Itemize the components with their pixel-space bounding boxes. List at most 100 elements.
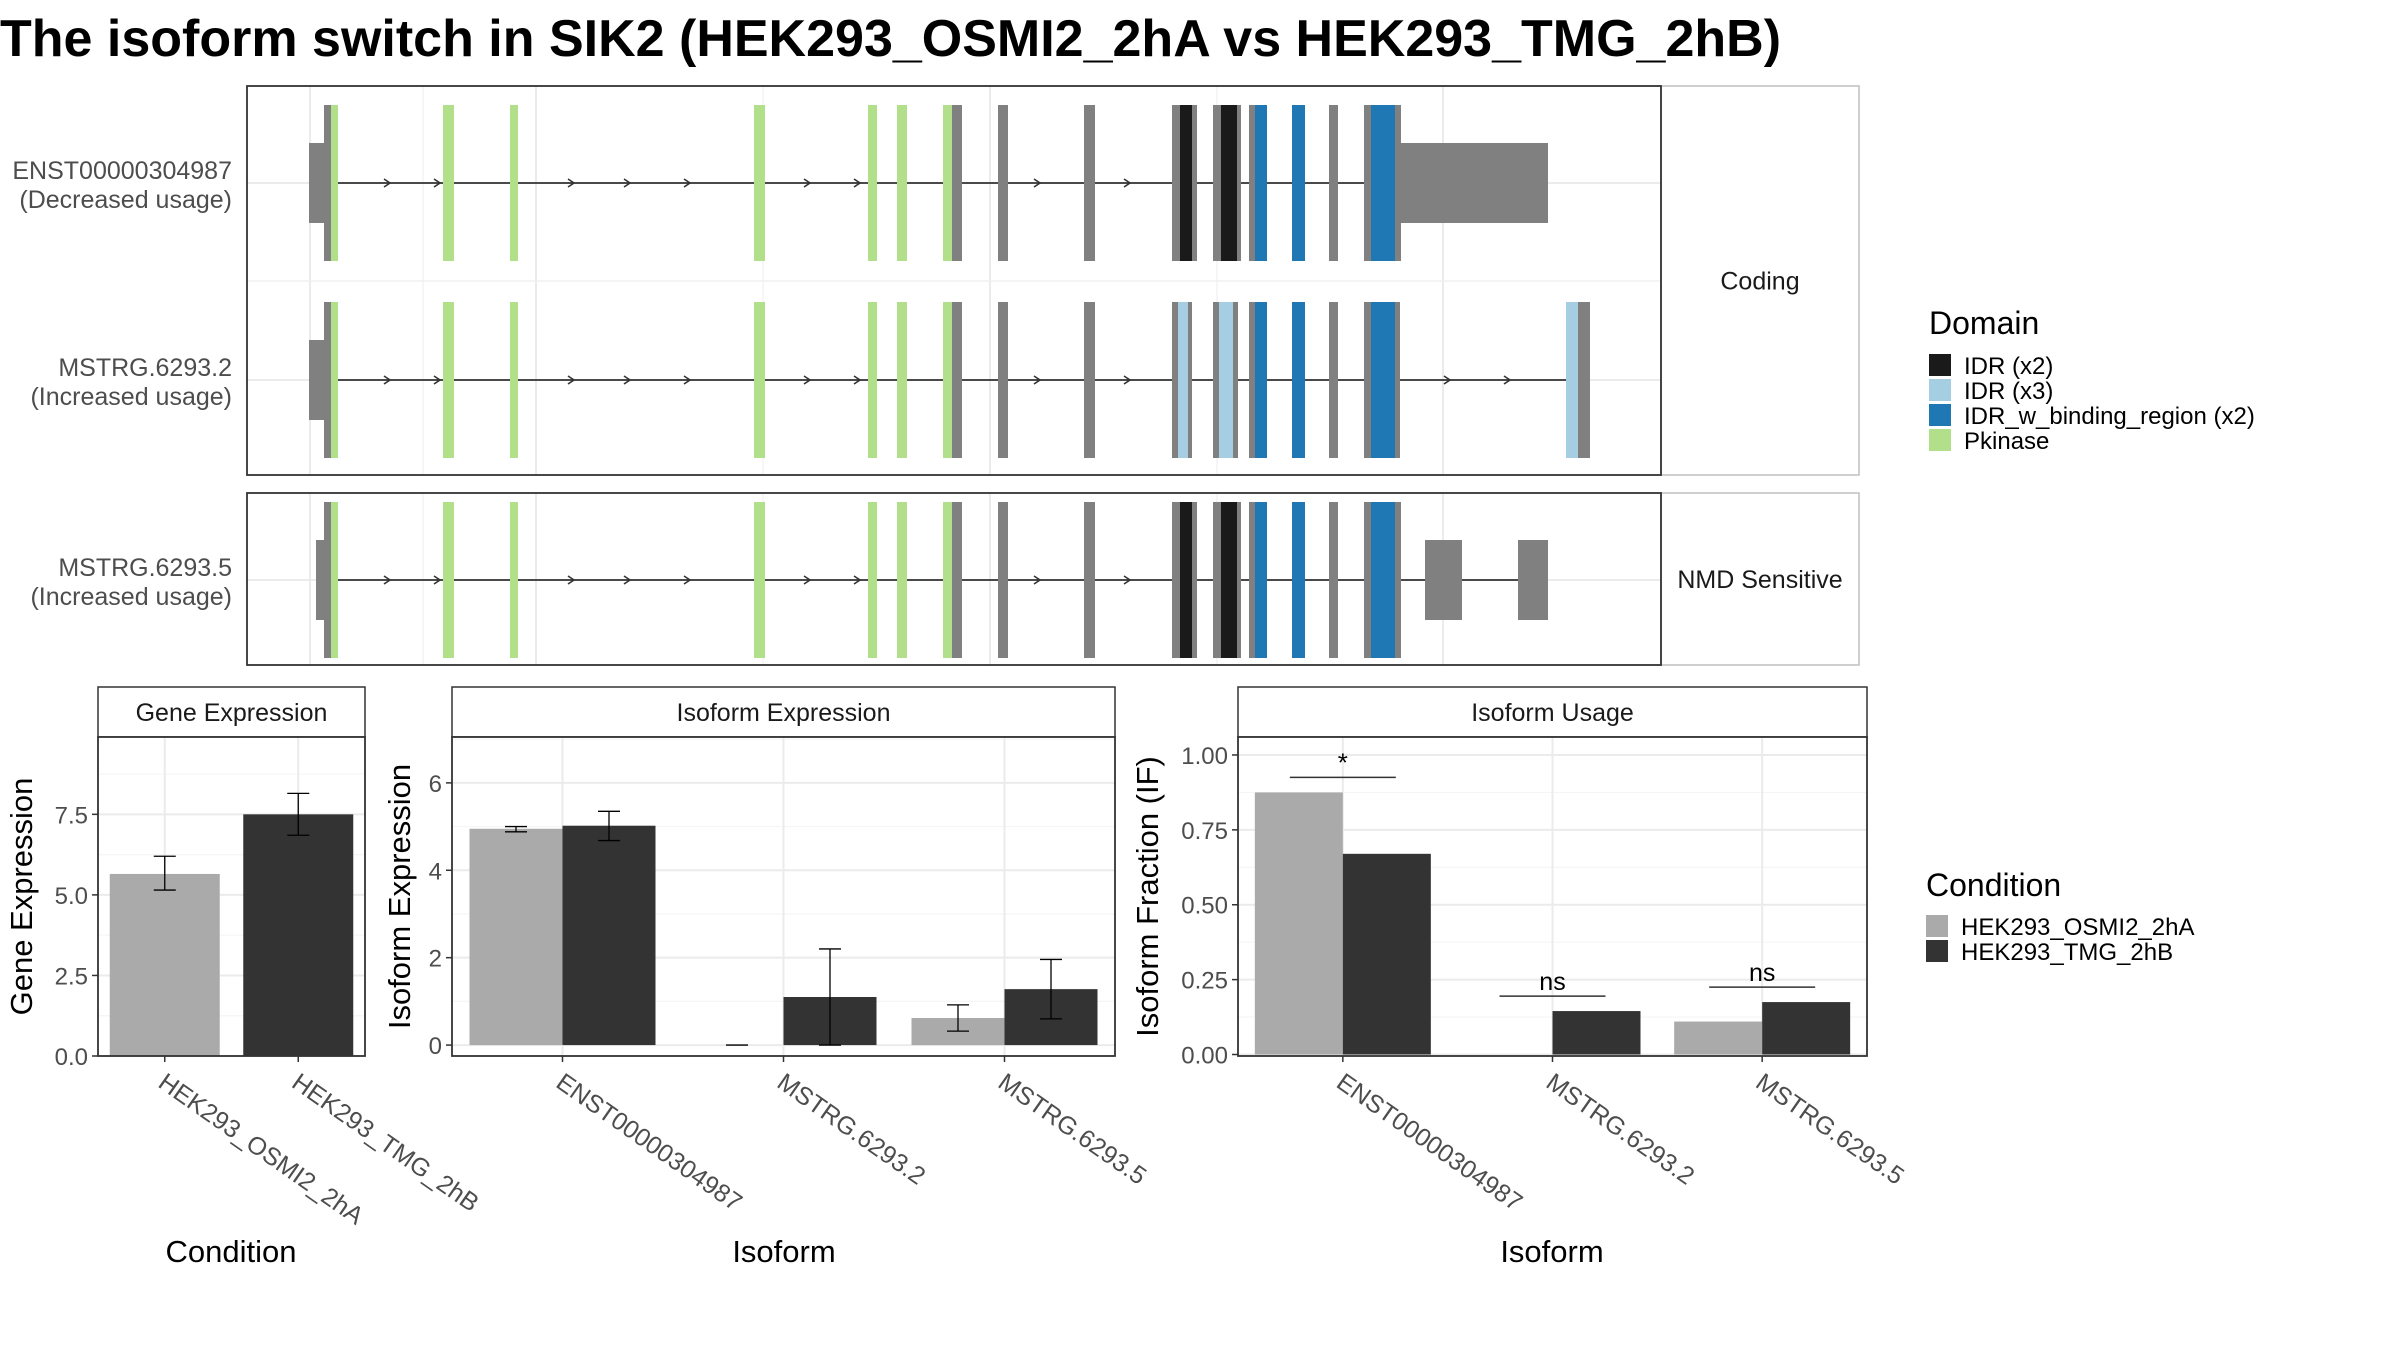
exon-block	[1237, 502, 1241, 658]
transcript-usage-label: (Decreased usage)	[19, 186, 232, 214]
intron-arrow	[803, 375, 812, 385]
panel-strip-title: Isoform Usage	[1471, 699, 1634, 727]
exon-block	[952, 302, 962, 458]
intron-arrow	[567, 575, 576, 585]
y-tick-label: 6	[429, 771, 442, 798]
exon-block	[1192, 105, 1197, 261]
exon-block	[1249, 502, 1255, 658]
intron-arrow	[683, 178, 692, 188]
bar	[109, 873, 220, 1056]
x-tick-label: ENST00000304987	[1331, 1068, 1527, 1217]
intron-arrow	[433, 375, 442, 385]
exon-block	[1221, 502, 1237, 658]
intron-arrow	[853, 178, 862, 188]
intron-arrow	[623, 178, 632, 188]
y-tick-label: 1.00	[1181, 743, 1228, 770]
intron-arrow	[623, 375, 632, 385]
exon-block	[309, 143, 324, 223]
significance-label: ns	[1749, 959, 1775, 987]
exon-block	[1292, 302, 1305, 458]
exon-block	[1221, 105, 1237, 261]
exon-block	[1084, 302, 1095, 458]
intron-arrow	[1033, 575, 1042, 585]
intron-arrow	[433, 178, 442, 188]
intron-arrow	[1033, 375, 1042, 385]
exon-block	[1364, 502, 1371, 658]
transcript-usage-label: (Increased usage)	[30, 383, 232, 411]
panel-strip	[1660, 85, 1860, 476]
exon-block	[324, 105, 331, 261]
significance-label: *	[1338, 747, 1348, 777]
intron-arrow	[567, 178, 576, 188]
intron-arrow	[683, 375, 692, 385]
exon-block	[309, 340, 324, 420]
y-tick-label: 2	[429, 946, 442, 973]
transcript-row	[309, 302, 1590, 458]
gene-expression-chart: Gene Expression0.02.55.07.5HEK293_OSMI2_…	[4, 686, 484, 1269]
exon-block	[868, 105, 877, 261]
panel-strip	[1660, 492, 1860, 666]
exon-block	[897, 502, 907, 658]
legend-label: HEK293_TMG_2hB	[1961, 939, 2173, 966]
figure-title: The isoform switch in SIK2 (HEK293_OSMI2…	[0, 10, 1781, 68]
panel-strip-label: NMD Sensitive	[1677, 566, 1842, 594]
legend-label: IDR (x3)	[1964, 378, 2053, 405]
exon-block	[316, 540, 324, 620]
exon-block	[1213, 302, 1219, 458]
exon-block	[943, 502, 952, 658]
exon-block	[1578, 302, 1590, 458]
intron-arrow	[1123, 375, 1132, 385]
exon-block	[868, 502, 877, 658]
exon-block	[1192, 502, 1197, 658]
exon-block	[754, 502, 765, 658]
exon-block	[1395, 302, 1400, 458]
bar	[562, 825, 656, 1046]
exon-block	[1292, 105, 1305, 261]
panel-strip	[97, 686, 366, 738]
intron-arrow	[853, 575, 862, 585]
exon-block	[943, 302, 952, 458]
legend-label: IDR (x2)	[1964, 353, 2053, 380]
intron-arrow	[683, 575, 692, 585]
exon-block	[1329, 502, 1338, 658]
panel-border	[97, 736, 366, 1057]
exon-block	[952, 502, 962, 658]
exon-block	[1364, 302, 1371, 458]
exon-block	[998, 502, 1008, 658]
intron-arrow	[803, 178, 812, 188]
exon-block	[1219, 302, 1233, 458]
exon-block	[897, 302, 907, 458]
y-tick-label: 0.0	[55, 1044, 88, 1071]
significance-label: ns	[1539, 968, 1565, 996]
bar	[1674, 1021, 1763, 1055]
bar	[1254, 792, 1343, 1055]
y-tick-label: 0.75	[1181, 818, 1228, 845]
transcript-row	[316, 502, 1548, 658]
x-tick-label: MSTRG.6293.5	[993, 1068, 1151, 1191]
exon-block	[952, 105, 962, 261]
exon-block	[1172, 302, 1178, 458]
intron-arrow	[623, 575, 632, 585]
exon-block	[1395, 502, 1401, 658]
exon-block	[1566, 302, 1578, 458]
panel-border	[246, 85, 1662, 476]
exon-block	[1172, 502, 1180, 658]
legend-title: Condition	[1926, 867, 2061, 903]
transcript-usage-label: (Increased usage)	[30, 583, 232, 611]
legend-swatch	[1926, 940, 1948, 962]
exon-block	[1188, 302, 1192, 458]
y-tick-label: 0.25	[1181, 968, 1228, 995]
x-tick-label: MSTRG.6293.5	[1751, 1068, 1909, 1191]
exon-block	[1255, 302, 1267, 458]
transcript-id-label: ENST00000304987	[12, 157, 232, 185]
x-tick-label: MSTRG.6293.2	[772, 1068, 930, 1191]
isoform-usage-chart: Isoform Usage * ns ns 0.00 0.25 0.50 0.75 1.00 EN…	[1130, 686, 1909, 1269]
legend-label: HEK293_OSMI2_2hA	[1961, 914, 2194, 941]
panel-border	[246, 492, 1662, 666]
intron-arrow	[383, 178, 392, 188]
y-axis-title: Gene Expression	[4, 778, 39, 1016]
bar	[243, 814, 354, 1056]
exon-block	[1292, 502, 1305, 658]
bar	[1552, 1011, 1641, 1055]
y-tick-label: 0.00	[1181, 1043, 1228, 1070]
